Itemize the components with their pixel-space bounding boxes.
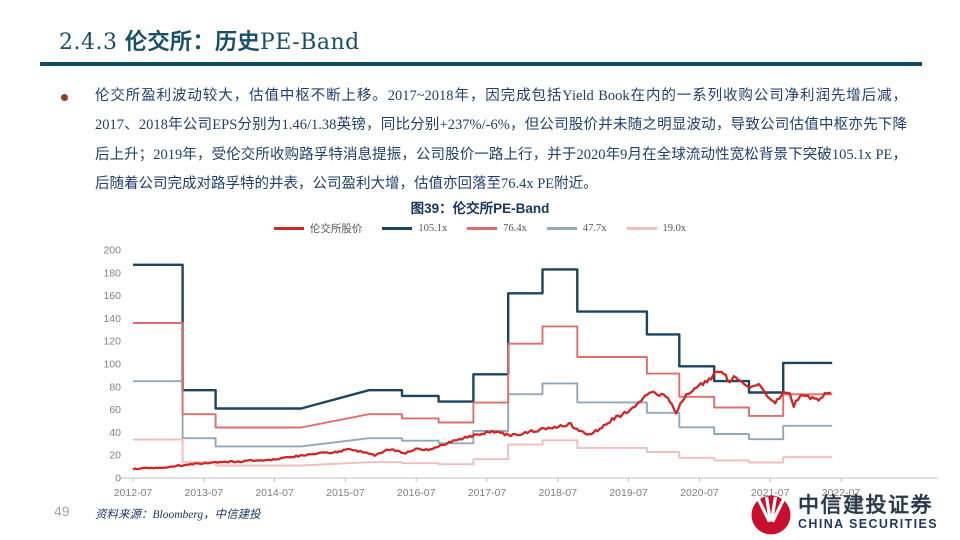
title-chinese: 伦交所：历史	[124, 29, 260, 55]
logo-english-name: CHINA SECURITIES	[798, 517, 939, 531]
company-logo: 中信建投证券 CHINA SECURITIES	[748, 494, 938, 536]
y-axis-label: 20	[109, 450, 121, 462]
legend-line-swatch	[546, 227, 577, 230]
body-paragraph: 伦交所盈利波动较大，估值中枢不断上移。2017~2018年，因完成包括Yield…	[95, 88, 907, 193]
legend-item: 伦交所股价	[273, 221, 363, 236]
x-axis-label: 2018-07	[539, 487, 578, 499]
page-title: 2.4.3 伦交所：历史PE-Band	[59, 24, 360, 56]
legend-item: 47.7x	[546, 223, 607, 234]
x-axis-label: 2022-07	[822, 487, 861, 499]
legend-line-swatch	[273, 227, 304, 230]
y-axis-label: 40	[109, 427, 121, 439]
series-76.4x	[133, 322, 833, 429]
page-number: 49	[54, 503, 70, 519]
logo-text: 中信建投证券 CHINA SECURITIES	[798, 494, 938, 531]
series-105.1x	[133, 263, 833, 410]
series-47.7x	[133, 380, 833, 448]
bullet-icon	[61, 94, 68, 101]
chart-legend: 伦交所股价 105.1x 76.4x 47.7x 19.0x	[0, 221, 960, 236]
y-axis-label: 160	[103, 290, 121, 302]
y-axis-label: 120	[103, 336, 121, 348]
legend-item: 105.1x	[382, 223, 447, 234]
x-axis-label: 2019-07	[609, 487, 648, 499]
x-axis-label: 2012-07	[114, 487, 153, 499]
series-伦交所股价	[132, 370, 832, 471]
x-axis-label: 2021-07	[751, 487, 790, 499]
logo-chinese-name: 中信建投证券	[798, 494, 933, 517]
legend-label: 19.0x	[662, 223, 687, 234]
title-number: 2.4.3	[59, 30, 125, 55]
source-note: 资料来源：Bloomberg，中信建投	[95, 509, 261, 521]
legend-label: 47.7x	[582, 223, 607, 234]
x-axis-label: 2017-07	[468, 487, 507, 499]
y-axis-label: 200	[103, 245, 121, 257]
title-divider	[40, 62, 922, 66]
legend-line-swatch	[467, 227, 498, 230]
legend-item: 76.4x	[467, 223, 527, 234]
pe-band-chart: 2012-07 2013-07 2014-07 2015-07 2016-07 2017-…	[103, 245, 938, 499]
x-axis-label: 2016-07	[397, 487, 436, 499]
legend-label: 105.1x	[418, 223, 448, 234]
x-axis-label: 2020-07	[680, 487, 719, 499]
legend-item: 19.0x	[626, 223, 687, 234]
legend-line-swatch	[382, 227, 413, 230]
y-axis-label: 100	[103, 359, 121, 371]
legend-label: 伦交所股价	[309, 224, 363, 235]
y-axis-label: 60	[109, 404, 121, 416]
y-axis-label: 140	[103, 313, 121, 325]
y-axis-label: 80	[109, 381, 121, 393]
china-securities-emblem-icon	[751, 495, 791, 535]
y-axis-label: 180	[103, 267, 121, 279]
x-axis-label: 2014-07	[255, 487, 294, 499]
y-axis-label: 0	[115, 473, 121, 485]
legend-line-swatch	[626, 227, 657, 230]
figure-caption: 图39：伦交所PE-Band	[410, 201, 550, 216]
series-19.0x	[133, 438, 833, 467]
legend-label: 76.4x	[503, 223, 527, 234]
x-axis-label: 2015-07	[326, 487, 365, 499]
title-latin: PE-Band	[260, 30, 360, 55]
x-axis-label: 2013-07	[185, 487, 224, 499]
